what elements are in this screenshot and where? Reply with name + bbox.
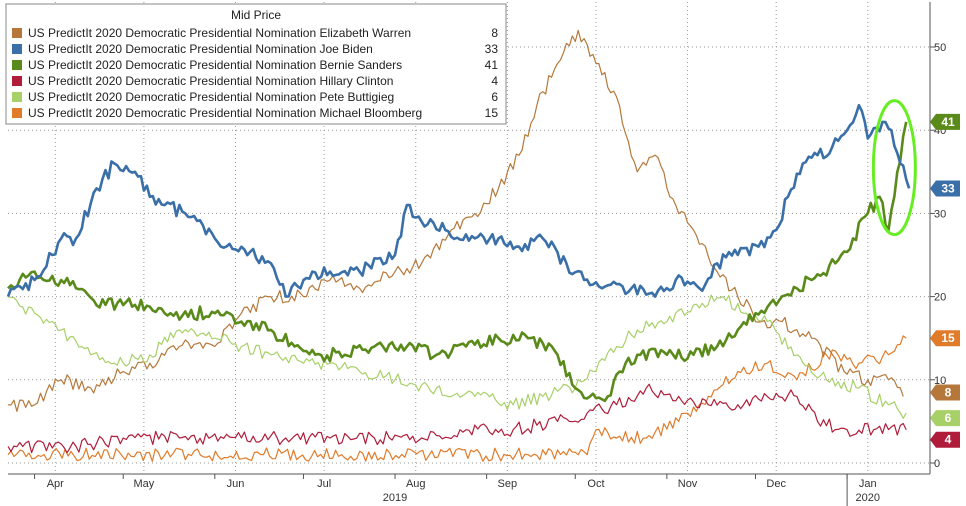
y-tick-label: 30	[934, 208, 946, 220]
legend-entry-value: 33	[485, 42, 499, 56]
last-value-badge	[930, 410, 960, 427]
legend-swatch	[12, 60, 22, 70]
legend-entry-value: 6	[491, 90, 498, 104]
last-value-badge	[930, 113, 960, 130]
x-tick-label: May	[134, 478, 155, 490]
legend-entry-label: US PredictIt 2020 Democratic Presidentia…	[28, 106, 422, 120]
legend-entry-label: US PredictIt 2020 Democratic Presidentia…	[28, 74, 393, 88]
last-value-label: 41	[941, 115, 955, 129]
last-value-badge	[930, 330, 960, 347]
legend-title: Mid Price	[231, 8, 281, 22]
y-tick-label: 50	[934, 42, 946, 54]
grid-lines	[8, 2, 930, 474]
y-tick-label: 20	[934, 292, 946, 304]
legend-entry-value: 41	[485, 58, 499, 72]
highlight-ellipse	[871, 99, 917, 237]
series-line	[7, 335, 907, 462]
year-label: 2019	[383, 492, 407, 504]
legend: Mid Price US PredictIt 2020 Democratic Pr…	[5, 3, 507, 125]
series-line	[7, 383, 907, 454]
series-line	[7, 294, 907, 419]
x-tick-label: Aug	[406, 478, 426, 490]
legend-box	[5, 3, 507, 125]
x-tick-label: Apr	[47, 478, 64, 490]
x-tick-label: Jan	[859, 478, 877, 490]
x-tick-label: Jun	[227, 478, 245, 490]
legend-swatch	[12, 92, 22, 102]
last-value-label: 8	[945, 385, 952, 399]
last-value-badge	[930, 384, 960, 401]
legend-swatch	[12, 44, 22, 54]
series-line	[6, 103, 911, 298]
legend-entry-label: US PredictIt 2020 Democratic Presidentia…	[28, 26, 411, 40]
legend-swatch	[12, 108, 22, 118]
year-label: 2020	[856, 492, 880, 504]
y-tick-label: 10	[934, 375, 946, 387]
x-tick-label: Sep	[498, 478, 518, 490]
legend-entry-value: 15	[485, 106, 499, 120]
legend-entry-value: 4	[491, 74, 498, 88]
x-tick-label: Nov	[678, 478, 698, 490]
last-value-badge	[930, 431, 960, 448]
legend-entry-value: 8	[491, 26, 498, 40]
last-value-label: 6	[945, 411, 952, 425]
legend-entry-label: US PredictIt 2020 Democratic Presidentia…	[28, 58, 402, 72]
x-tick-label: Jul	[317, 478, 331, 490]
y-tick-label: 0	[934, 458, 940, 470]
last-value-badges: 41 33 15 8 6 4	[930, 113, 960, 448]
last-value-label: 4	[945, 433, 952, 447]
legend-entry-label: US PredictIt 2020 Democratic Presidentia…	[28, 90, 394, 104]
x-tick-label: Oct	[587, 478, 604, 490]
legend-swatch	[12, 28, 22, 38]
series-line	[7, 121, 908, 403]
last-value-label: 15	[941, 331, 955, 345]
annotation	[871, 99, 917, 237]
legend-swatch	[12, 76, 22, 86]
last-value-badge	[930, 180, 960, 197]
x-tick-label: Dec	[766, 478, 786, 490]
legend-entry-label: US PredictIt 2020 Democratic Presidentia…	[28, 42, 373, 56]
last-value-label: 33	[941, 181, 955, 195]
series-lines	[6, 29, 911, 462]
